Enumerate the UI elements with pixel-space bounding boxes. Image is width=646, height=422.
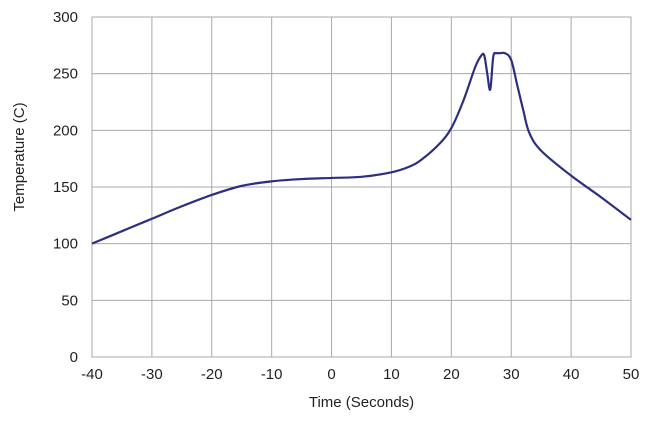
x-tick-label: 50 xyxy=(623,366,640,383)
temperature-series-line xyxy=(91,51,632,245)
x-tick-label: 30 xyxy=(503,366,520,383)
y-tick-label: 50 xyxy=(61,292,78,309)
x-tick-label: -20 xyxy=(201,366,223,383)
grid xyxy=(91,16,632,358)
x-tick-label: -10 xyxy=(261,366,283,383)
x-tick-label: 0 xyxy=(327,366,335,383)
x-tick-label: -30 xyxy=(141,366,163,383)
tick-labels: -40 -30 -20 -10 0 10 20 30 40 50 0 50 100 150 200 250 30… xyxy=(53,9,639,383)
series-layer xyxy=(91,51,632,245)
x-axis-title: Time (Seconds) xyxy=(309,394,414,411)
y-tick-label: 200 xyxy=(53,122,78,139)
y-tick-label: 300 xyxy=(53,9,78,26)
y-axis-title: Temperature (C) xyxy=(11,102,28,211)
x-tick-label: -40 xyxy=(81,366,103,383)
x-tick-label: 40 xyxy=(563,366,580,383)
y-tick-label: 150 xyxy=(53,179,78,196)
y-tick-label: 0 xyxy=(70,349,78,366)
x-tick-label: 20 xyxy=(443,366,460,383)
x-tick-label: 10 xyxy=(383,366,400,383)
y-tick-label: 250 xyxy=(53,66,78,83)
plot-area-frame xyxy=(91,16,632,358)
y-tick-label: 100 xyxy=(53,236,78,253)
